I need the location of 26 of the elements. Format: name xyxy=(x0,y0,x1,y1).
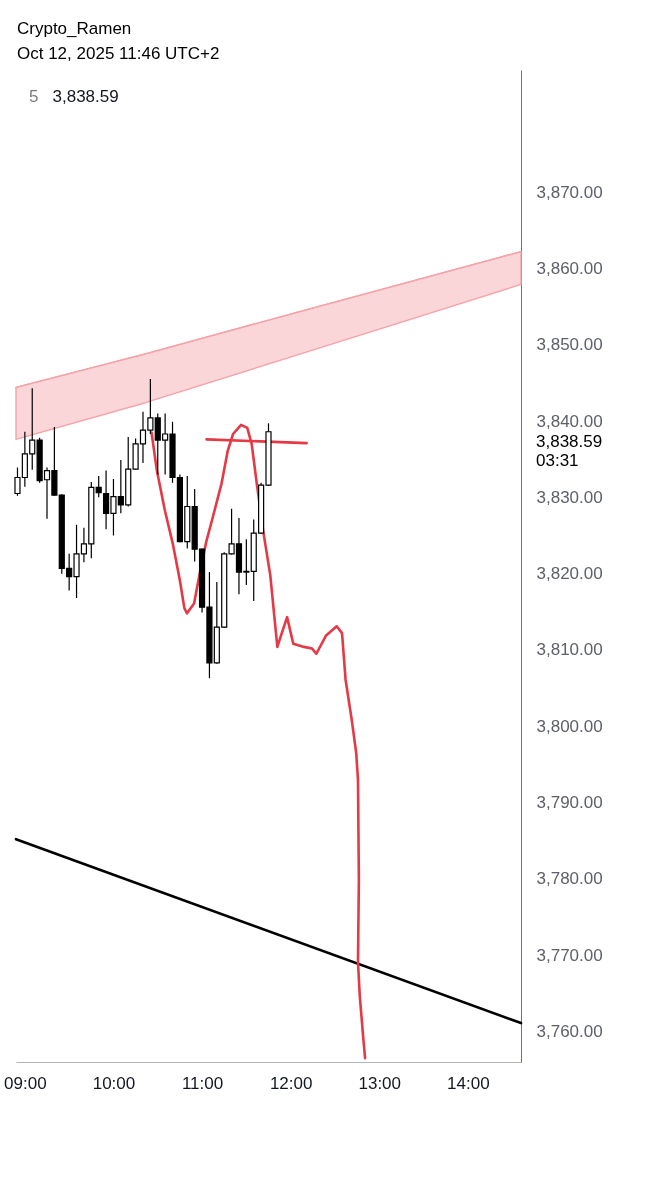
y-tick-label: 3,760.00 xyxy=(536,1021,603,1041)
x-tick-label: 13:00 xyxy=(358,1073,402,1093)
text: Crypto_Ramen xyxy=(17,19,132,38)
y-tick-label: 3,770.00 xyxy=(536,945,603,965)
y-tick-label: 3,870.00 xyxy=(536,182,603,202)
x-tick-label: 12:00 xyxy=(269,1073,313,1093)
y-tick-label: 3,800.00 xyxy=(536,716,603,736)
y-tick-label: 3,850.00 xyxy=(536,335,603,355)
y-tick-label: 3,840.00 xyxy=(536,411,603,431)
text: 5 xyxy=(29,87,39,106)
y-tick-label: 3,810.00 xyxy=(536,640,603,660)
x-tick-label: 14:00 xyxy=(447,1073,490,1093)
y-tick-label: 3,790.00 xyxy=(536,793,603,813)
y-tick-label: 3,830.00 xyxy=(536,487,603,507)
text: 3,838.59 xyxy=(536,431,603,451)
y-tick-label: 3,780.00 xyxy=(536,869,603,889)
line-series xyxy=(15,250,522,389)
candlestick xyxy=(95,475,102,498)
y-tick-label: 3,820.00 xyxy=(536,564,603,584)
x-tick-label: 11:00 xyxy=(181,1073,224,1093)
annotation: 3,838.59 xyxy=(52,87,119,106)
x-tick-label: 09:00 xyxy=(4,1073,47,1093)
text: Oct 12, 2025 11:46 UTC+2 xyxy=(17,44,220,63)
text: 03:31 xyxy=(536,450,579,470)
x-tick-label: 10:00 xyxy=(92,1073,136,1093)
y-tick-label: 3,860.00 xyxy=(536,258,603,278)
